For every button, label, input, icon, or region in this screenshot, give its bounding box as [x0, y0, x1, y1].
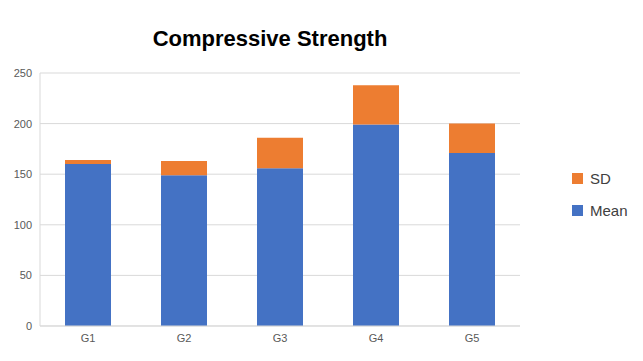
- svg-text:G1: G1: [81, 332, 96, 344]
- html-text:Mean: Mean: [590, 201, 628, 219]
- svg-text:200: 200: [14, 118, 32, 130]
- svg-text:150: 150: [14, 168, 32, 180]
- svg-text:G3: G3: [273, 332, 288, 344]
- html-text:SD: SD: [590, 169, 611, 187]
- svg-text:G2: G2: [177, 332, 192, 344]
- svg-text:250: 250: [14, 67, 32, 79]
- svg-text:100: 100: [14, 219, 32, 231]
- svg-text:G4: G4: [369, 332, 384, 344]
- svg-text:G5: G5: [465, 332, 480, 344]
- svg-text:0: 0: [26, 320, 32, 332]
- html-text:Compressive Strength: Compressive Strength: [152, 26, 388, 51]
- svg-text:50: 50: [20, 269, 32, 281]
